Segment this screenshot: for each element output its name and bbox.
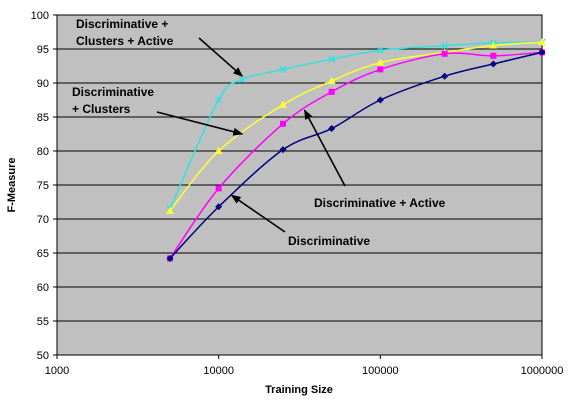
data-point-navy: [489, 60, 497, 68]
data-point-magenta: [280, 120, 287, 127]
data-point-yellow: [166, 206, 175, 214]
x-tick-label: 100000: [362, 365, 399, 377]
data-point-yellow: [489, 41, 498, 49]
annotation-text: Clusters + Active: [76, 34, 174, 48]
annotation-a2: Discriminative + Clusters: [72, 85, 244, 136]
annotation-arrow: [198, 37, 244, 77]
y-tick-label: 90: [37, 78, 49, 90]
annotation-text: + Clusters: [72, 102, 131, 116]
annotation-layer: Discriminative +Clusters + ActiveDiscrim…: [72, 17, 446, 248]
x-tick-label: 10000: [203, 365, 234, 377]
x-axis-ticks: 1000 10000 100000 1000000: [45, 355, 564, 377]
series-layer: [166, 38, 546, 262]
annotation-arrow: [230, 194, 286, 233]
annotation-a1: Discriminative + Clusters + Active: [76, 17, 244, 77]
y-axis-ticks: 50 55 60 65 70 75 80 85 90 95 100: [31, 10, 57, 362]
x-tick-label: 1000000: [521, 365, 564, 377]
data-point-navy: [328, 125, 336, 133]
y-tick-label: 85: [37, 112, 49, 124]
y-tick-label: 75: [37, 180, 49, 192]
data-point-magenta: [377, 66, 384, 73]
data-point-navy: [538, 48, 546, 56]
data-point-navy: [376, 96, 384, 104]
data-point-yellow: [538, 38, 546, 46]
series-navy: [166, 48, 546, 262]
data-point-yellow: [327, 76, 336, 84]
annotation-text: Discriminative + Active: [314, 196, 446, 210]
y-tick-label: 95: [37, 44, 49, 56]
series-line-navy: [169, 51, 543, 259]
y-axis-title: F-Measure: [6, 157, 18, 212]
annotation-a4: Discriminative: [230, 194, 370, 248]
annotation-arrow: [156, 111, 244, 136]
data-point-cyan: [238, 76, 246, 84]
x-axis-title: Training Size: [265, 384, 333, 396]
data-point-yellow: [214, 147, 223, 154]
annotation-a3: Discriminative + Active: [303, 109, 446, 210]
y-tick-label: 80: [37, 146, 49, 158]
y-tick-label: 70: [37, 214, 49, 226]
data-point-cyan: [441, 42, 449, 50]
data-point-magenta: [215, 185, 222, 192]
grid-lines: [57, 48, 542, 322]
y-tick-label: 55: [37, 316, 49, 328]
data-point-navy: [166, 254, 174, 262]
annotation-text: Discriminative: [72, 85, 154, 99]
data-point-navy: [279, 146, 287, 154]
annotation-text: Discriminative +: [76, 17, 168, 31]
data-point-magenta: [328, 88, 335, 95]
y-tick-label: 100: [31, 10, 49, 22]
annotation-arrow: [303, 109, 346, 187]
y-tick-label: 60: [37, 282, 49, 294]
y-tick-label: 65: [37, 248, 49, 260]
data-point-cyan: [215, 96, 223, 104]
data-point-navy: [441, 72, 449, 80]
annotation-text: Discriminative: [288, 234, 370, 248]
data-point-navy: [215, 203, 223, 211]
data-point-yellow: [376, 58, 385, 66]
data-point-magenta: [490, 52, 497, 59]
x-tick-label: 1000: [45, 365, 69, 377]
y-tick-label: 50: [37, 350, 49, 362]
data-point-yellow: [279, 100, 288, 108]
data-point-cyan: [279, 65, 287, 73]
data-point-magenta: [441, 50, 448, 57]
data-point-cyan: [328, 55, 336, 63]
data-point-cyan: [376, 46, 384, 54]
